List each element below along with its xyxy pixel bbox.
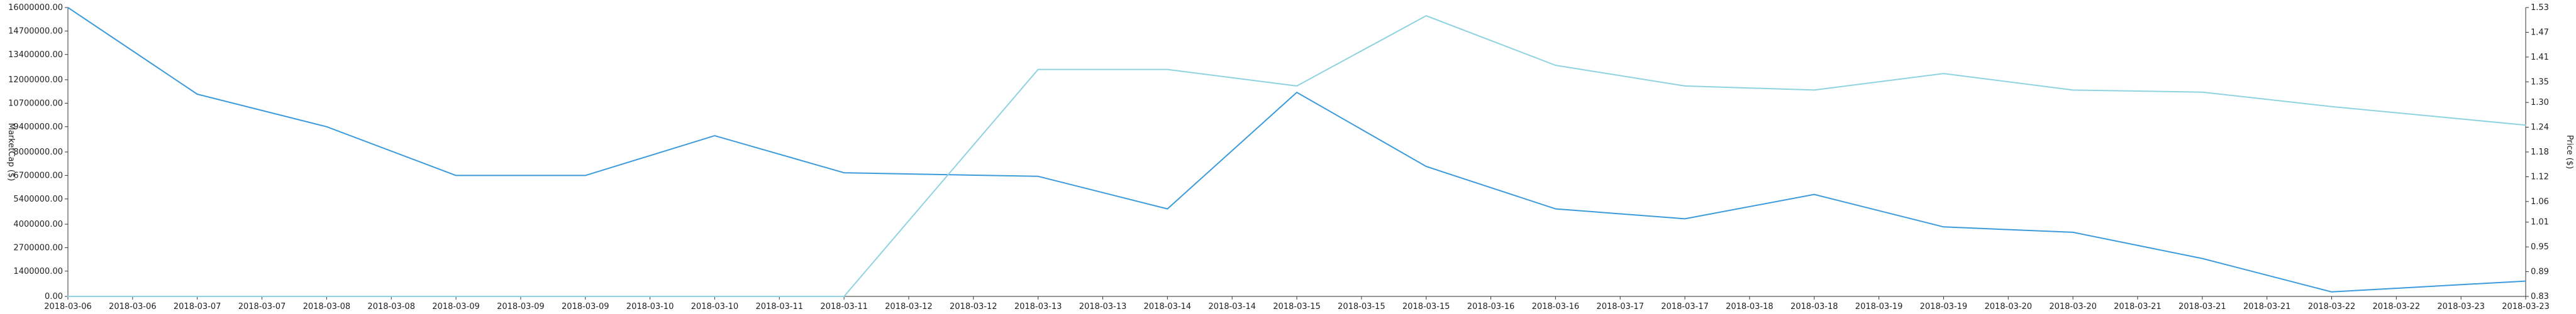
- right-y-ticks: 0.83 0.89 0.95 1.01 1.06 1.12 1.18 1.24 1.30 1.35…: [2526, 3, 2549, 301]
- x-tick-label: 2018-03-19: [1855, 302, 1903, 311]
- right-tick-label: 1.01: [2531, 218, 2549, 227]
- price-series-line: [67, 15, 2526, 297]
- x-tick-label: 2018-03-12: [950, 302, 997, 311]
- right-tick-label: 0.95: [2531, 242, 2549, 252]
- x-tick-label: 2018-03-22: [2308, 302, 2356, 311]
- x-tick-label: 2018-03-22: [2373, 302, 2421, 311]
- right-tick-label: 1.06: [2531, 197, 2549, 207]
- x-tick-label: 2018-03-11: [755, 302, 803, 311]
- right-tick-label: 1.30: [2531, 98, 2549, 107]
- x-tick-label: 2018-03-19: [1920, 302, 1968, 311]
- axes: MarketCap ($) Price ($): [6, 8, 2574, 297]
- left-tick-label: 8000000.00: [13, 148, 63, 157]
- left-tick-label: 10700000.00: [8, 99, 63, 108]
- right-y-axis-title: Price ($): [2565, 135, 2574, 169]
- x-tick-label: 2018-03-20: [1984, 302, 2032, 311]
- x-tick-label: 2018-03-06: [44, 302, 92, 311]
- x-tick-label: 2018-03-09: [497, 302, 545, 311]
- right-tick-label: 1.18: [2531, 148, 2549, 157]
- left-tick-label: 6700000.00: [13, 171, 63, 180]
- series-lines: [67, 7, 2526, 297]
- left-tick-label: 13400000.00: [8, 50, 63, 60]
- x-tick-label: 2018-03-13: [1014, 302, 1062, 311]
- x-tick-label: 2018-03-14: [1208, 302, 1256, 311]
- x-tick-label: 2018-03-15: [1273, 302, 1321, 311]
- left-tick-label: 16000000.00: [8, 3, 63, 13]
- left-tick-label: 5400000.00: [13, 195, 63, 204]
- x-tick-label: 2018-03-18: [1726, 302, 1774, 311]
- right-tick-label: 1.47: [2531, 28, 2549, 37]
- x-tick-label: 2018-03-10: [626, 302, 674, 311]
- x-tick-label: 2018-03-17: [1661, 302, 1709, 311]
- x-tick-label: 2018-03-09: [432, 302, 480, 311]
- x-tick-label: 2018-03-18: [1790, 302, 1838, 311]
- right-tick-label: 0.83: [2531, 292, 2549, 301]
- x-tick-label: 2018-03-15: [1402, 302, 1450, 311]
- x-tick-label: 2018-03-08: [367, 302, 415, 311]
- left-tick-label: 12000000.00: [8, 75, 63, 85]
- x-tick-label: 2018-03-17: [1596, 302, 1644, 311]
- left-tick-label: 14700000.00: [8, 26, 63, 36]
- right-tick-label: 1.41: [2531, 53, 2549, 62]
- x-tick-label: 2018-03-12: [885, 302, 933, 311]
- left-tick-label: 2700000.00: [13, 243, 63, 252]
- market-cap-series-line: [67, 7, 2526, 293]
- left-tick-label: 4000000.00: [13, 220, 63, 229]
- left-tick-label: 9400000.00: [13, 122, 63, 132]
- x-tick-label: 2018-03-23: [2437, 302, 2485, 311]
- x-tick-label: 2018-03-21: [2179, 302, 2226, 311]
- x-tick-label: 2018-03-07: [238, 302, 286, 311]
- x-tick-label: 2018-03-21: [2243, 302, 2291, 311]
- x-tick-label: 2018-03-13: [1079, 302, 1127, 311]
- x-tick-label: 2018-03-14: [1144, 302, 1192, 311]
- x-tick-label: 2018-03-10: [691, 302, 739, 311]
- right-tick-label: 1.53: [2531, 3, 2549, 13]
- left-y-axis-title: MarketCap ($): [6, 123, 16, 181]
- x-tick-label: 2018-03-16: [1467, 302, 1515, 311]
- x-tick-label: 2018-03-23: [2502, 302, 2550, 311]
- x-ticks: 2018-03-06 2018-03-06 2018-03-07 2018-03-07…: [44, 296, 2550, 311]
- x-tick-label: 2018-03-21: [2114, 302, 2162, 311]
- x-tick-label: 2018-03-06: [109, 302, 157, 311]
- x-tick-label: 2018-03-16: [1532, 302, 1580, 311]
- left-tick-label: 0.00: [45, 292, 63, 301]
- left-y-ticks: 0.00 1400000.00 2700000.00 4000000.00 540000…: [8, 3, 68, 301]
- right-tick-label: 1.35: [2531, 77, 2549, 87]
- x-tick-label: 2018-03-11: [820, 302, 868, 311]
- left-tick-label: 1400000.00: [13, 267, 63, 276]
- x-tick-label: 2018-03-09: [562, 302, 609, 311]
- x-tick-label: 2018-03-15: [1338, 302, 1385, 311]
- right-tick-label: 0.89: [2531, 268, 2549, 277]
- right-tick-label: 1.12: [2531, 172, 2549, 181]
- x-tick-label: 2018-03-20: [2049, 302, 2097, 311]
- x-tick-label: 2018-03-08: [303, 302, 351, 311]
- right-tick-label: 1.24: [2531, 123, 2549, 133]
- x-tick-label: 2018-03-07: [174, 302, 221, 311]
